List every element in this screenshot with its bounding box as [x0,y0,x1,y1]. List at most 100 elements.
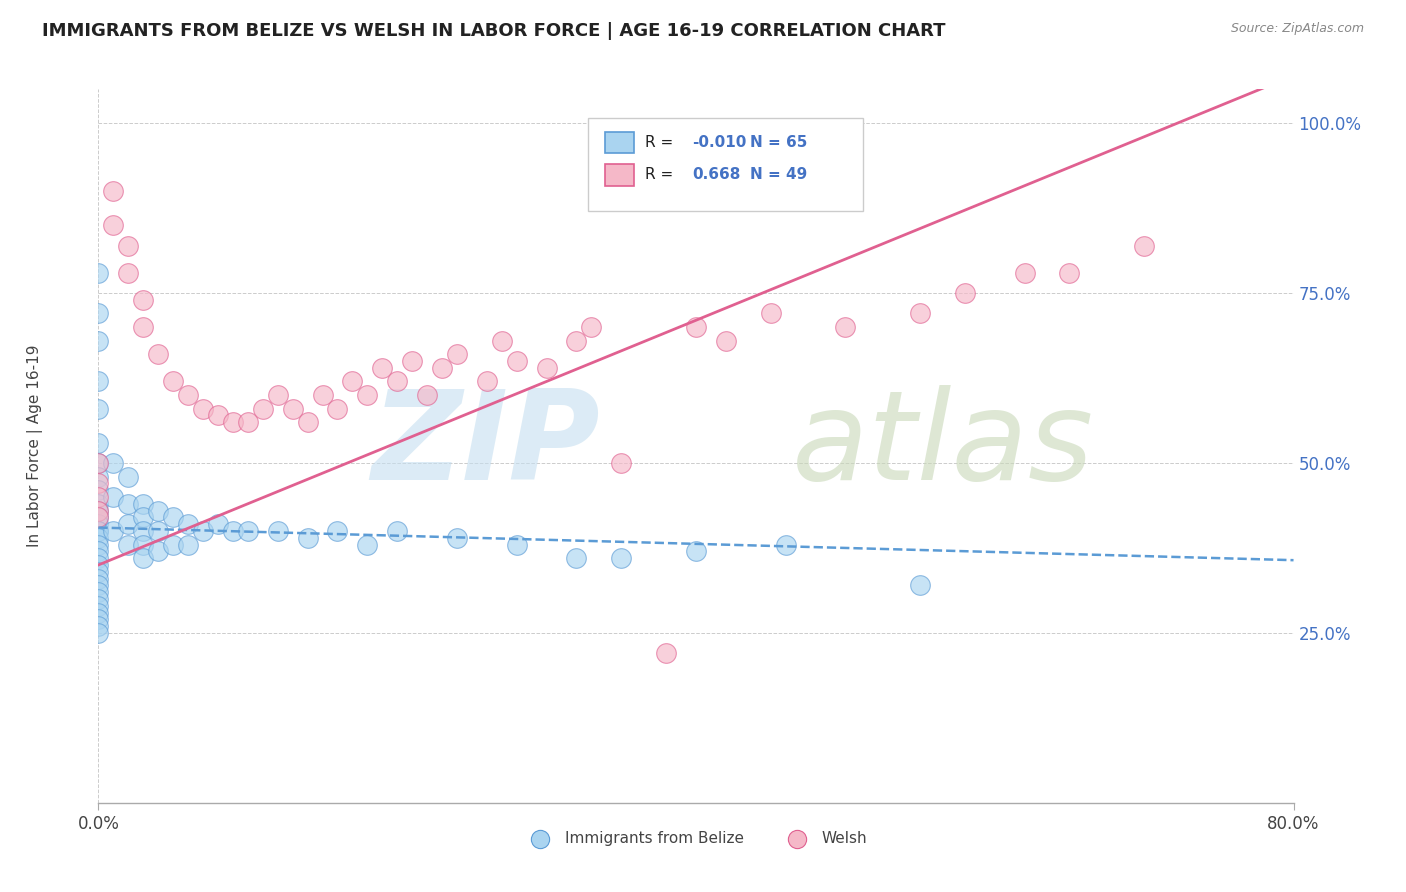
Point [132,510,155,524]
Point [177,388,200,402]
Point [297,531,319,545]
Point [655,646,678,660]
Point [103,184,125,198]
Point [132,497,155,511]
Point [416,388,439,402]
Point [371,360,394,375]
Point [117,266,139,280]
Point [1059,266,1081,280]
Text: 0.668: 0.668 [692,168,741,182]
Text: IMMIGRANTS FROM BELIZE VS WELSH IN LABOR FORCE | AGE 16-19 CORRELATION CHART: IMMIGRANTS FROM BELIZE VS WELSH IN LABOR… [42,22,946,40]
Point [87,266,110,280]
Point [87,606,110,620]
Point [326,401,349,416]
Point [87,524,110,538]
Point [401,354,423,368]
Point [685,544,707,558]
Point [87,503,110,517]
Point [132,293,155,307]
Point [87,544,110,558]
Point [117,517,139,532]
Text: R =: R = [644,136,678,150]
Point [356,388,378,402]
Point [236,524,259,538]
Point [581,320,603,334]
Point [252,401,274,416]
FancyBboxPatch shape [589,118,863,211]
Point [908,306,931,320]
Point [103,218,125,232]
Point [177,517,200,532]
Point [87,497,110,511]
Point [565,334,588,348]
Point [117,238,139,252]
Point [132,551,155,566]
Point [117,537,139,551]
Point [714,334,737,348]
Point [87,510,110,524]
Point [430,360,453,375]
Point [610,551,633,566]
Point [87,483,110,498]
Point [162,375,184,389]
Point [87,517,110,532]
Point [87,503,110,517]
Point [1014,266,1036,280]
Point [87,599,110,613]
Point [191,524,214,538]
Point [87,469,110,483]
Point [162,537,184,551]
Point [117,497,139,511]
Text: atlas: atlas [792,385,1094,507]
Point [148,524,170,538]
Point [385,375,409,389]
Point [356,537,378,551]
Point [87,490,110,504]
Point [475,375,498,389]
Point [117,469,139,483]
Point [834,320,856,334]
Point [148,347,170,361]
Point [506,537,529,551]
Point [491,334,513,348]
Point [685,320,707,334]
Point [87,619,110,633]
Text: N = 49: N = 49 [749,168,807,182]
Point [446,347,468,361]
Point [87,612,110,626]
Point [446,531,468,545]
Point [87,572,110,586]
Point [177,537,200,551]
Point [87,524,110,538]
Text: Source: ZipAtlas.com: Source: ZipAtlas.com [1230,22,1364,36]
Point [87,565,110,579]
Point [207,409,229,423]
Point [103,490,125,504]
Point [610,456,633,470]
FancyBboxPatch shape [605,132,634,153]
Point [342,375,364,389]
Point [87,537,110,551]
Point [87,551,110,566]
Point [281,401,304,416]
Point [222,524,245,538]
Y-axis label: In Labor Force | Age 16-19: In Labor Force | Age 16-19 [27,344,42,548]
Point [87,510,110,524]
Point [908,578,931,592]
Point [103,456,125,470]
Point [1133,238,1156,252]
Point [385,524,409,538]
Point [87,591,110,606]
Point [103,524,125,538]
Text: R =: R = [644,168,678,182]
Point [953,286,976,301]
Text: -0.010: -0.010 [692,136,747,150]
Point [222,415,245,429]
Point [87,401,110,416]
Point [326,524,349,538]
Point [87,585,110,599]
Point [132,524,155,538]
Point [207,517,229,532]
Point [236,415,259,429]
Point [87,334,110,348]
